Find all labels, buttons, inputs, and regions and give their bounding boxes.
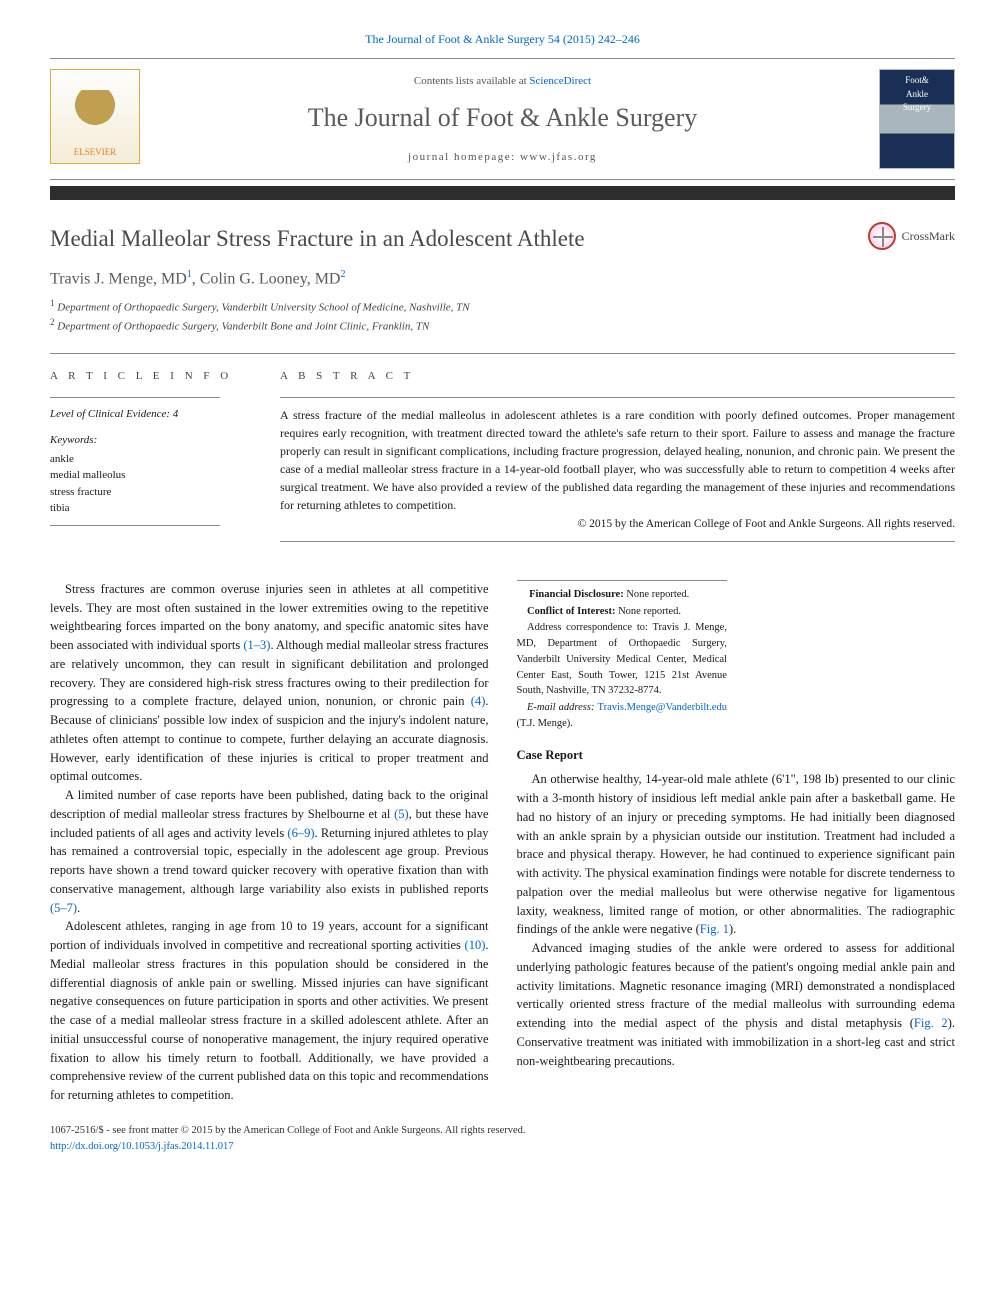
keywords-list: ankle medial malleolus stress fracture t… (50, 451, 244, 517)
article-info-column: a r t i c l e i n f o Level of Clinical … (50, 354, 260, 556)
article-info-heading: a r t i c l e i n f o (50, 368, 244, 385)
financial-disclosure-label: Financial Disclosure: (529, 589, 624, 600)
crossmark-badge[interactable]: CrossMark (868, 222, 955, 250)
header-divider-bar (50, 186, 955, 200)
abstract-heading: a b s t r a c t (280, 368, 955, 385)
affiliations: 1 Department of Orthopaedic Surgery, Van… (50, 297, 955, 335)
journal-name: The Journal of Foot & Ankle Surgery (160, 98, 845, 137)
reference-link[interactable]: (6–9) (287, 826, 314, 840)
author-list: Travis J. Menge, MD1, Colin G. Looney, M… (50, 267, 955, 291)
reference-link[interactable]: (5) (394, 807, 409, 821)
keyword: medial malleolus (50, 467, 244, 484)
author-2-affil-sup: 2 (340, 269, 345, 280)
abstract-text: A stress fracture of the medial malleolu… (280, 397, 955, 542)
sciencedirect-link[interactable]: ScienceDirect (529, 75, 591, 87)
correspondence-address: Address correspondence to: Travis J. Men… (517, 620, 727, 699)
doi-link[interactable]: http://dx.doi.org/10.1053/j.jfas.2014.11… (50, 1141, 233, 1152)
journal-header: ELSEVIER Contents lists available at Sci… (50, 58, 955, 180)
email-link[interactable]: Travis.Menge@Vanderbilt.edu (598, 702, 727, 713)
keywords-label: Keywords: (50, 432, 244, 449)
abstract-column: a b s t r a c t A stress fracture of the… (260, 354, 955, 556)
level-of-evidence: Level of Clinical Evidence: 4 (50, 406, 244, 423)
body-paragraph-3: Adolescent athletes, ranging in age from… (50, 917, 489, 1105)
article-title: Medial Malleolar Stress Fracture in an A… (50, 222, 868, 257)
elsevier-logo: ELSEVIER (50, 69, 140, 164)
author-2: Colin G. Looney, MD (200, 270, 341, 287)
keyword: ankle (50, 451, 244, 468)
author-1: Travis J. Menge, MD (50, 270, 187, 287)
case-report-heading: Case Report (517, 746, 956, 765)
journal-homepage: journal homepage: www.jfas.org (160, 149, 845, 166)
keyword: stress fracture (50, 484, 244, 501)
citation-header: The Journal of Foot & Ankle Surgery 54 (… (50, 30, 955, 48)
reference-link[interactable]: (5–7) (50, 901, 77, 915)
figure-link[interactable]: Fig. 2 (914, 1016, 948, 1030)
contents-available-line: Contents lists available at ScienceDirec… (160, 73, 845, 90)
reference-link[interactable]: (1–3) (243, 638, 270, 652)
body-paragraph-5: Advanced imaging studies of the ankle we… (517, 939, 956, 1070)
reference-link[interactable]: (4) (471, 694, 486, 708)
article-body: Stress fractures are common overuse inju… (50, 580, 955, 1105)
body-paragraph-4: An otherwise healthy, 14-year-old male a… (517, 770, 956, 939)
figure-link[interactable]: Fig. 1 (700, 922, 729, 936)
body-paragraph-1: Stress fractures are common overuse inju… (50, 580, 489, 786)
abstract-copyright: © 2015 by the American College of Foot a… (280, 516, 955, 533)
elsevier-label: ELSEVIER (74, 146, 117, 160)
footer-copyright: 1067-2516/$ - see front matter © 2015 by… (50, 1123, 955, 1155)
affiliation-2: Department of Orthopaedic Surgery, Vande… (57, 321, 429, 333)
footnotes: Financial Disclosure: None reported. Con… (517, 580, 727, 732)
correspondence-email: E-mail address: Travis.Menge@Vanderbilt.… (517, 700, 727, 732)
reference-link[interactable]: (10) (465, 938, 486, 952)
affiliation-1: Department of Orthopaedic Surgery, Vande… (57, 301, 469, 313)
crossmark-icon (868, 222, 896, 250)
crossmark-label: CrossMark (902, 227, 955, 245)
journal-cover-thumbnail: Foot& Ankle Surgery (879, 69, 955, 169)
elsevier-tree-icon (70, 90, 120, 140)
keyword: tibia (50, 500, 244, 517)
body-paragraph-2: A limited number of case reports have be… (50, 786, 489, 917)
conflict-of-interest-label: Conflict of Interest: (527, 606, 615, 617)
